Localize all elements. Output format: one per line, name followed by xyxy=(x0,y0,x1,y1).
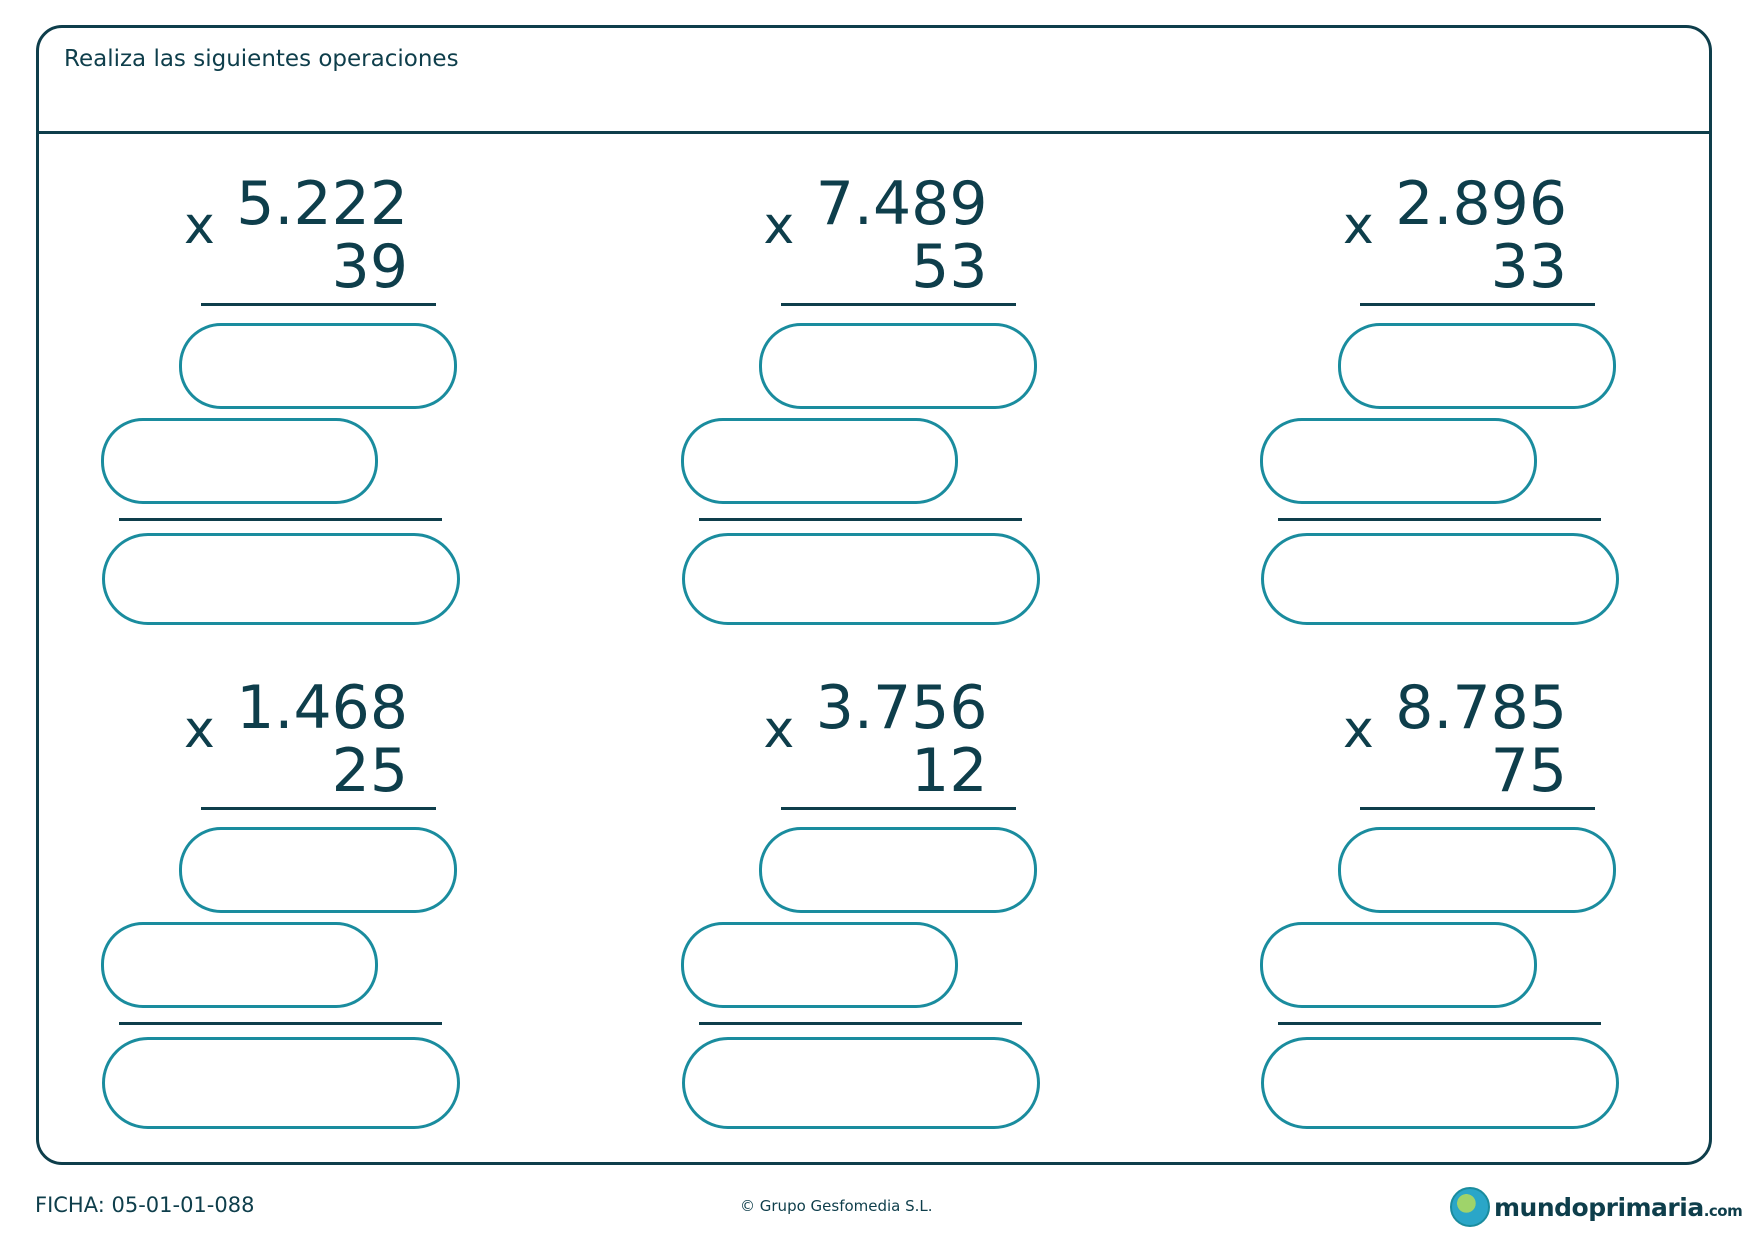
partial-product-1-field[interactable] xyxy=(758,827,1037,913)
partial-product-2-field[interactable] xyxy=(1260,418,1537,504)
operation-line xyxy=(1360,807,1595,810)
multiplicand: 8.785 xyxy=(1395,673,1567,743)
globe-icon xyxy=(1450,1187,1490,1227)
sum-line xyxy=(1278,1022,1601,1025)
multiplier: 33 xyxy=(1490,232,1567,302)
partial-product-1-field[interactable] xyxy=(1338,323,1616,409)
operation-line xyxy=(201,807,436,810)
multiplier: 12 xyxy=(911,736,988,806)
multiplication-problem: x 7.489 53 xyxy=(660,150,1060,630)
sum-line xyxy=(119,518,442,521)
operation-line xyxy=(780,807,1016,810)
operation-line xyxy=(201,303,436,306)
multiply-operator: x xyxy=(763,700,795,760)
instructions-title: Realiza las siguientes operaciones xyxy=(64,46,459,72)
logo-text: mundoprimaria.com xyxy=(1494,1192,1743,1222)
ficha-code: FICHA: 05-01-01-088 xyxy=(35,1193,255,1217)
sum-line xyxy=(1278,518,1601,521)
multiplier: 25 xyxy=(331,736,408,806)
result-field[interactable] xyxy=(102,533,460,625)
result-field[interactable] xyxy=(1261,533,1619,625)
partial-product-1-field[interactable] xyxy=(179,827,457,913)
multiplicand: 5.222 xyxy=(236,169,408,239)
worksheet-frame xyxy=(36,25,1712,1165)
partial-product-2-field[interactable] xyxy=(101,922,378,1008)
result-field[interactable] xyxy=(1261,1037,1619,1129)
partial-product-1-field[interactable] xyxy=(758,323,1037,409)
operation-line xyxy=(780,303,1016,306)
multiply-operator: x xyxy=(184,196,215,256)
partial-product-1-field[interactable] xyxy=(179,323,457,409)
multiplication-problem: x 2.896 33 xyxy=(1239,150,1639,630)
multiplier: 39 xyxy=(331,232,408,302)
partial-product-2-field[interactable] xyxy=(680,418,958,504)
multiply-operator: x xyxy=(184,700,215,760)
multiplicand: 1.468 xyxy=(236,673,408,743)
partial-product-2-field[interactable] xyxy=(101,418,378,504)
copyright: © Grupo Gesfomedia S.L. xyxy=(740,1197,933,1215)
header-divider xyxy=(36,131,1712,134)
multiplicand: 2.896 xyxy=(1395,169,1567,239)
result-field[interactable] xyxy=(102,1037,460,1129)
multiplicand: 7.489 xyxy=(815,169,988,239)
sum-line xyxy=(698,1022,1022,1025)
mundoprimaria-logo: mundoprimaria.com xyxy=(1450,1187,1743,1227)
multiply-operator: x xyxy=(763,196,795,256)
sum-line xyxy=(119,1022,442,1025)
multiplication-problem: x 5.222 39 xyxy=(80,150,480,630)
partial-product-2-field[interactable] xyxy=(680,922,958,1008)
sum-line xyxy=(698,518,1022,521)
multiplicand: 3.756 xyxy=(815,673,988,743)
multiplication-problem: x 8.785 75 xyxy=(1239,654,1639,1134)
multiply-operator: x xyxy=(1343,196,1374,256)
partial-product-1-field[interactable] xyxy=(1338,827,1616,913)
multiplication-problem: x 1.468 25 xyxy=(80,654,480,1134)
multiply-operator: x xyxy=(1343,700,1374,760)
result-field[interactable] xyxy=(681,1037,1040,1129)
multiplier: 75 xyxy=(1490,736,1567,806)
result-field[interactable] xyxy=(681,533,1040,625)
multiplication-problem: x 3.756 12 xyxy=(660,654,1060,1134)
multiplier: 53 xyxy=(911,232,988,302)
operation-line xyxy=(1360,303,1595,306)
partial-product-2-field[interactable] xyxy=(1260,922,1537,1008)
